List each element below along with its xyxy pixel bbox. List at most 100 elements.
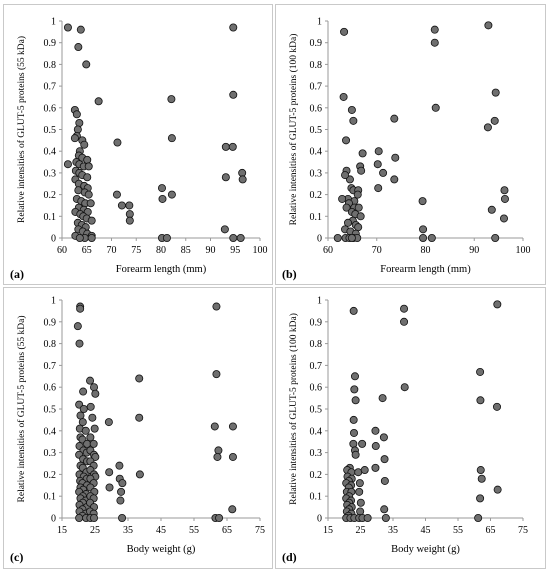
data-point bbox=[74, 43, 83, 52]
data-point bbox=[167, 134, 176, 143]
data-point bbox=[354, 203, 363, 212]
data-point bbox=[378, 394, 387, 403]
data-point bbox=[212, 370, 221, 379]
data-point bbox=[379, 168, 388, 177]
data-point bbox=[381, 513, 390, 522]
data-point bbox=[210, 422, 219, 431]
y-tick-label: 0.7 bbox=[310, 361, 323, 372]
x-tick-label: 75 bbox=[131, 245, 141, 256]
x-tick-label: 85 bbox=[181, 245, 191, 256]
data-point bbox=[379, 433, 388, 442]
data-point bbox=[371, 426, 380, 435]
data-point bbox=[83, 173, 92, 182]
y-tick-label: 0 bbox=[317, 234, 322, 245]
data-point bbox=[339, 92, 348, 101]
y-tick-label: 0.1 bbox=[310, 492, 323, 503]
panel-c: 0 0.1 0.2 0.3 0.4 0.5 0.6 0.7 0.8 0.9 1 15 25 35 45 55 6… bbox=[3, 287, 273, 569]
data-point bbox=[356, 212, 365, 221]
x-tick-label: 35 bbox=[388, 525, 398, 536]
data-point bbox=[157, 184, 166, 193]
y-tick-label: 0.8 bbox=[310, 339, 323, 350]
data-point bbox=[86, 402, 95, 411]
y-tick-label: 0.2 bbox=[44, 470, 57, 481]
data-point bbox=[72, 110, 81, 119]
data-point bbox=[341, 171, 350, 180]
data-point bbox=[215, 513, 224, 522]
panel-label: (a) bbox=[10, 267, 24, 281]
y-tick-label: 0.5 bbox=[44, 405, 57, 416]
data-point bbox=[342, 203, 351, 212]
data-point bbox=[221, 173, 230, 182]
x-tick-label: 45 bbox=[421, 525, 431, 536]
data-point bbox=[90, 513, 99, 522]
data-point bbox=[355, 487, 364, 496]
data-point bbox=[112, 190, 121, 199]
y-tick-label: 0.9 bbox=[44, 317, 57, 328]
data-point bbox=[87, 216, 96, 225]
data-point bbox=[499, 214, 508, 223]
data-point bbox=[116, 496, 125, 505]
x-tick-label: 25 bbox=[90, 525, 100, 536]
y-tick-label: 0.8 bbox=[44, 339, 57, 350]
data-point bbox=[340, 27, 349, 36]
data-point bbox=[356, 498, 365, 507]
data-point bbox=[390, 175, 399, 184]
y-tick-label: 0.3 bbox=[310, 448, 323, 459]
data-point bbox=[75, 118, 84, 127]
y-tick-label: 0.4 bbox=[310, 147, 323, 158]
y-axis-title: Relative intensities of GLUT-5 proteins … bbox=[288, 313, 299, 505]
data-point bbox=[347, 233, 356, 242]
x-tick-label: 65 bbox=[222, 525, 232, 536]
data-point bbox=[167, 190, 176, 199]
y-tick-label: 0.7 bbox=[44, 82, 57, 93]
data-point bbox=[355, 479, 364, 488]
data-point bbox=[380, 455, 389, 464]
scatter-plot: 0 0.1 0.2 0.3 0.4 0.5 0.6 0.7 0.8 0.9 1 15 25 35 45 55 6… bbox=[16, 296, 265, 556]
data-point bbox=[84, 190, 93, 199]
data-point bbox=[213, 452, 222, 461]
y-tick-label: 0.6 bbox=[44, 383, 57, 394]
data-point bbox=[351, 450, 360, 459]
data-point bbox=[125, 201, 134, 210]
data-point bbox=[351, 396, 360, 405]
y-tick-label: 0.9 bbox=[310, 38, 323, 49]
data-point bbox=[162, 233, 171, 242]
y-tick-label: 0.3 bbox=[44, 448, 57, 459]
data-point bbox=[400, 317, 409, 326]
y-tick-label: 0.5 bbox=[310, 125, 323, 136]
y-tick-label: 0 bbox=[51, 234, 56, 245]
panel-label: (c) bbox=[10, 550, 24, 564]
data-point bbox=[76, 304, 85, 313]
panel-label: (b) bbox=[282, 267, 297, 281]
data-point bbox=[229, 233, 238, 242]
data-point bbox=[135, 470, 144, 479]
data-point bbox=[220, 225, 229, 234]
data-point bbox=[118, 479, 127, 488]
x-tick-label: 70 bbox=[107, 245, 117, 256]
data-point bbox=[94, 97, 103, 106]
data-point bbox=[349, 415, 358, 424]
data-point bbox=[491, 88, 500, 97]
data-point bbox=[349, 116, 358, 125]
scatter-plot: 0 0.1 0.2 0.3 0.4 0.5 0.6 0.7 0.8 0.9 1 60 70 80 90 100… bbox=[288, 17, 531, 276]
data-point bbox=[500, 194, 509, 203]
data-point bbox=[105, 483, 114, 492]
y-tick-label: 0.5 bbox=[44, 125, 57, 136]
data-point bbox=[349, 439, 358, 448]
data-point bbox=[430, 25, 439, 34]
x-tick-label: 70 bbox=[372, 245, 382, 256]
data-point bbox=[73, 322, 82, 331]
data-point bbox=[358, 439, 367, 448]
x-tick-label: 75 bbox=[255, 525, 265, 536]
data-point bbox=[343, 218, 352, 227]
y-tick-label: 1 bbox=[317, 17, 322, 28]
y-axis-title: Relative intensities of GLUT-5 proteins … bbox=[288, 34, 299, 226]
y-tick-label: 0.4 bbox=[44, 426, 57, 437]
data-point bbox=[363, 513, 372, 522]
y-tick-label: 0.5 bbox=[310, 405, 323, 416]
y-tick-label: 0.9 bbox=[310, 317, 323, 328]
data-point bbox=[79, 387, 88, 396]
data-point bbox=[212, 302, 221, 311]
data-point bbox=[358, 149, 367, 158]
y-tick-label: 0 bbox=[317, 514, 322, 525]
